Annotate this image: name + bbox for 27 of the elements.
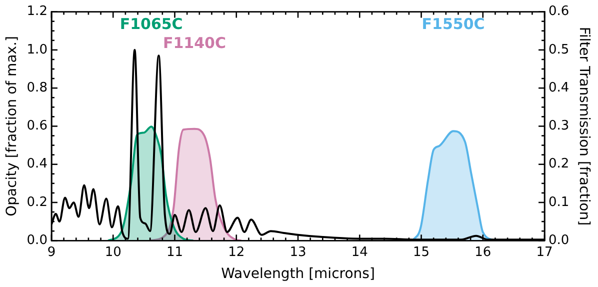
y-tick-label: 0.8 xyxy=(26,80,48,96)
y2-tick-label: 0.1 xyxy=(548,194,570,210)
y2-tick-label: 0.4 xyxy=(548,80,570,96)
x-tick-label: 10 xyxy=(104,244,122,260)
x-tick-label: 9 xyxy=(47,244,56,260)
y-tick-label: 1.2 xyxy=(26,4,48,20)
y2-tick-label: 0.2 xyxy=(548,156,570,172)
x-tick-label: 13 xyxy=(290,244,306,260)
y-tick-label: 0.6 xyxy=(26,118,48,134)
x-tick-label: 14 xyxy=(351,244,368,260)
x-tick-label: 11 xyxy=(166,244,184,260)
y2-tick-label: 0.6 xyxy=(548,4,570,20)
x-tick-label: 16 xyxy=(474,244,492,260)
y-tick-label: 0.2 xyxy=(26,194,48,210)
y2-tick-label: 0.5 xyxy=(548,42,570,58)
text: F1065C xyxy=(120,15,183,34)
y-tick-label: 0.4 xyxy=(26,156,48,172)
x-tick-label: 15 xyxy=(412,244,430,260)
x-axis-title: Wavelength [microns] xyxy=(221,266,375,282)
y2-axis-title: Filter Transmission [fraction] xyxy=(576,26,592,226)
y-axis-title: Opacity [fraction of max.] xyxy=(4,36,20,216)
text: F1550C xyxy=(422,15,485,34)
y-tick-label: 0.0 xyxy=(26,232,48,248)
text: F1140C xyxy=(162,34,226,52)
y2-tick-label: 0.3 xyxy=(548,118,570,134)
y-tick-label: 1.0 xyxy=(26,42,48,58)
x-tick-label: 12 xyxy=(228,244,245,260)
